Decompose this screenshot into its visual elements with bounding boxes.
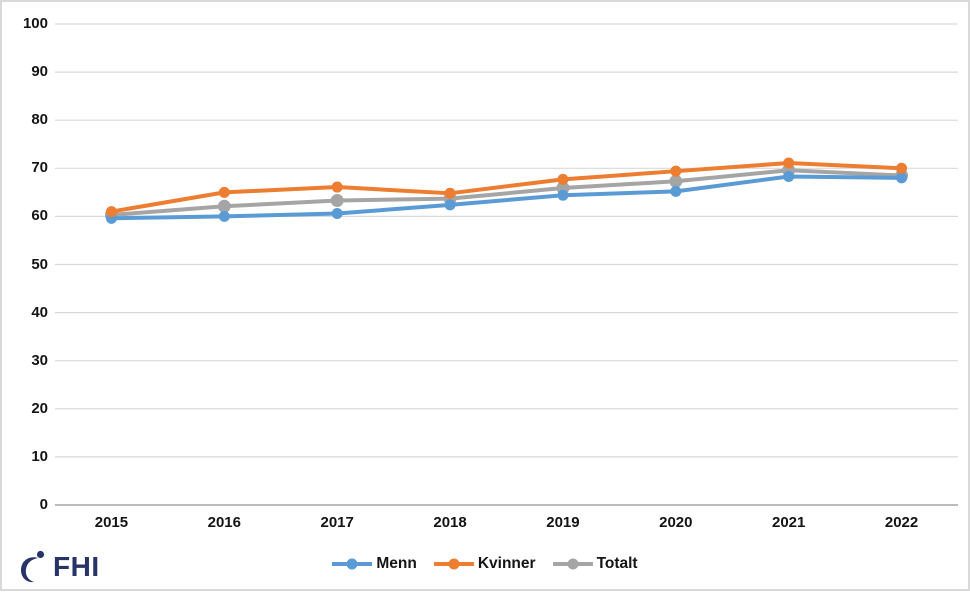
kvinner-point: [896, 162, 908, 174]
kvinner-legend-marker-icon: [433, 558, 474, 570]
menn-point: [331, 208, 343, 220]
menn-point: [444, 199, 456, 211]
kvinner-point: [783, 157, 795, 169]
menn-point: [783, 170, 795, 182]
menn-point: [670, 185, 682, 197]
kvinner-point: [444, 187, 456, 199]
legend-label-totalt: Totalt: [596, 555, 638, 572]
kvinner-point: [331, 181, 343, 193]
menn-point: [896, 172, 908, 184]
kvinner-point: [105, 206, 117, 218]
legend-item-totalt: Totalt: [552, 555, 638, 573]
legend-item-kvinner: Kvinner: [433, 555, 536, 573]
totalt-point: [669, 174, 683, 188]
legend-item-menn: Menn: [332, 555, 417, 573]
fhi-logo-text: FHI: [53, 551, 100, 582]
totalt-legend-marker-icon: [552, 558, 593, 570]
fhi-logo: FHI: [18, 548, 100, 586]
kvinner-point: [557, 173, 569, 185]
totalt-point: [330, 194, 344, 208]
legend-label-kvinner: Kvinner: [477, 555, 536, 572]
kvinner-point: [218, 186, 230, 198]
kvinner-line: [109, 161, 904, 214]
menn-line: [109, 174, 904, 221]
legend-label-menn: Menn: [376, 555, 417, 572]
kvinner-point: [670, 165, 682, 177]
menn-legend-marker-icon: [332, 558, 373, 570]
legend: Menn Kvinner Totalt: [2, 553, 968, 575]
menn-point: [557, 189, 569, 201]
fhi-logo-icon: [21, 550, 45, 583]
totalt-point: [217, 199, 231, 213]
totalt-line: [109, 168, 904, 217]
menn-point: [218, 210, 230, 222]
